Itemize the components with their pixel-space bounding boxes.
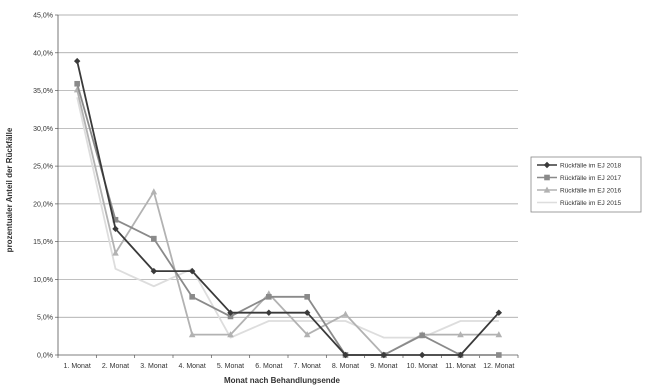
y-tick-label: 5,0% [37,315,53,322]
y-tick-label: 15,0% [33,239,53,246]
data-point [380,351,388,359]
y-axis-title: prozentualer Anteil der Rückfälle [5,127,14,252]
x-tick-label: 6. Monat [255,363,282,370]
legend-marker [543,161,551,169]
data-point [151,235,157,242]
series-line [76,97,499,339]
data-point [188,331,196,338]
x-axis-title: Monat nach Behandlungsende [224,376,341,385]
series-line [76,83,499,356]
legend: Rückfälle im EJ 2018 Rückfälle im EJ 2017… [530,156,642,213]
y-tick-label: 45,0% [33,13,53,20]
data-point [265,309,273,316]
legend-entry: Rückfälle im EJ 2018 [537,161,621,169]
x-tick-label: 8. Monat [332,363,359,370]
legend-label: Rückfälle im EJ 2015 [560,200,621,207]
legend-entry: Rückfälle im EJ 2017 [537,174,621,182]
y-tick-label: 0,0% [37,353,53,360]
x-tick-label: 12. Monat [483,363,514,370]
data-point [304,294,310,300]
data-point [342,351,349,359]
series-4 [76,97,499,339]
legend-label: Rückfälle im EJ 2018 [560,162,621,169]
series-line [76,89,499,356]
axis-layer: 0,0% 5,0% 10,0% 15,0% 20,0% 25,0% 30,0% 35,0% 40… [33,13,519,370]
legend-entry: Rückfälle im EJ 2016 [537,186,621,194]
data-point [418,351,426,359]
data-point [419,332,425,339]
x-tick-label: 11. Monat [445,363,476,370]
data-point [496,352,502,358]
x-tick-label: 5. Monat [217,363,244,370]
data-point [495,309,503,316]
data-point [303,309,311,316]
x-tick-label: 4. Monat [179,363,206,370]
data-point [112,249,119,256]
data-point [495,331,503,338]
data-point [150,188,158,195]
x-tick-label: 3. Monat [140,363,167,370]
series-line [76,60,500,356]
legend-marker [543,186,551,193]
data-point [342,310,349,317]
data-point [457,351,464,359]
data-point [189,294,195,300]
series-layer [73,57,503,359]
data-point [188,267,196,275]
data-point [150,267,158,275]
x-tick-label: 7. Monat [294,363,321,370]
x-tick-label: 9. Monat [370,363,397,370]
y-tick-label: 40,0% [33,50,53,57]
data-point [74,80,80,87]
data-point [303,331,311,338]
data-point [112,216,119,223]
y-tick-label: 25,0% [33,164,53,171]
y-tick-label: 30,0% [33,126,53,133]
legend-label: Rückfälle im EJ 2016 [560,187,621,194]
y-tick-label: 35,0% [33,88,53,95]
data-point [112,225,119,233]
legend-entry: Rückfälle im EJ 2015 [537,200,621,207]
data-point [73,57,81,65]
data-point [227,313,234,320]
legend-marker [544,174,550,181]
x-tick-label: 1. Monat [64,363,91,370]
series-2 [74,80,502,358]
grid-layer [58,14,518,318]
series-1 [73,57,503,359]
x-tick-label: 10. Monat [407,363,438,370]
data-point [227,309,234,316]
data-point [457,331,464,338]
data-point [266,294,272,300]
legend-label: Rückfälle im EJ 2017 [560,175,621,182]
y-tick-label: 20,0% [33,201,53,208]
x-tick-label: 2. Monat [102,363,129,370]
y-tick-label: 10,0% [33,277,53,284]
data-point [227,331,234,338]
